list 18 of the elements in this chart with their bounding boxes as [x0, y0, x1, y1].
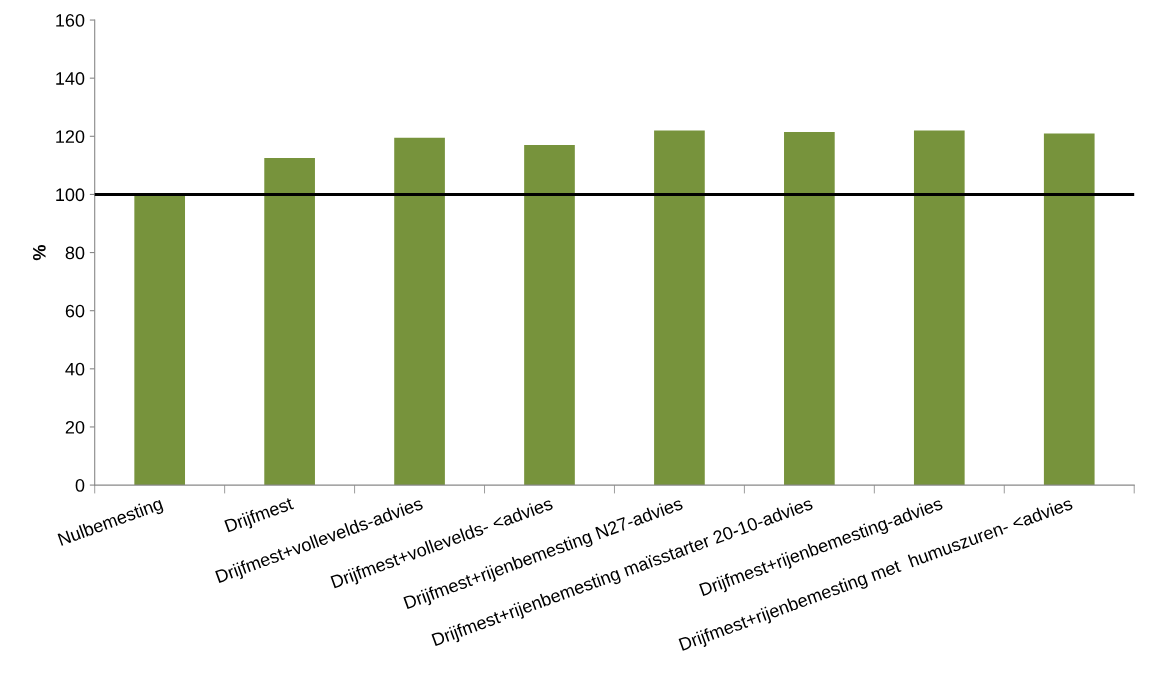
y-tick-label: 140	[56, 72, 85, 85]
bar	[134, 194, 186, 486]
y-tick-label: 60	[65, 304, 85, 318]
y-tick-label: 40	[65, 362, 85, 376]
y-tick-label: 160	[56, 13, 85, 27]
bar	[264, 158, 315, 486]
y-tick-label: 80	[65, 246, 85, 260]
y-tick-label: 100	[56, 188, 85, 202]
bar	[394, 137, 445, 486]
y-axis-title: %	[33, 245, 46, 261]
y-tick-label: 120	[56, 130, 85, 144]
bar	[784, 131, 835, 486]
bar	[654, 130, 705, 486]
y-tick-label: 20	[65, 420, 85, 434]
bar	[524, 145, 575, 486]
bar	[1043, 133, 1095, 486]
bar	[913, 130, 965, 486]
y-tick-label: 0	[75, 479, 85, 492]
